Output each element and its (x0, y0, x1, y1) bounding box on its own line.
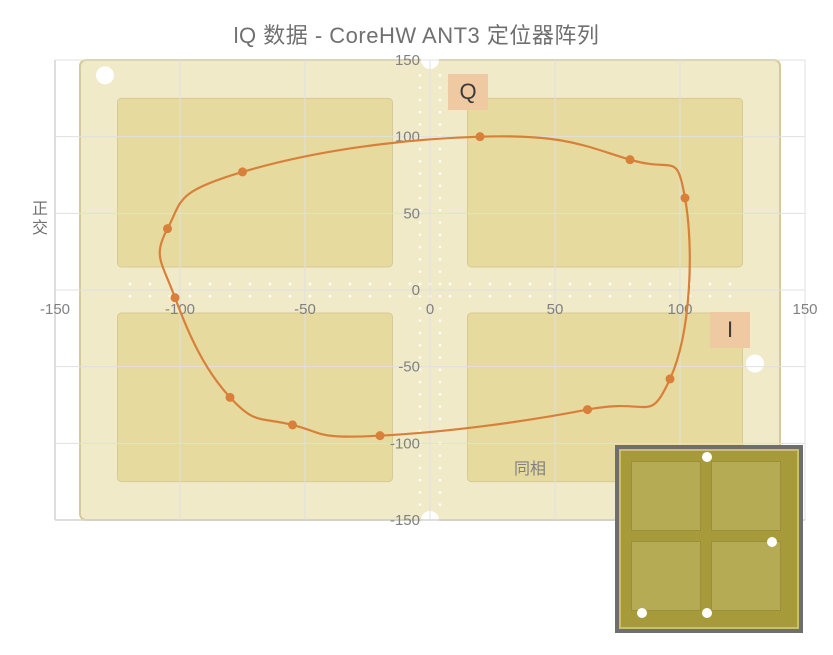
y-tick-label: -150 (390, 512, 420, 529)
q-axis-letter: Q (459, 79, 476, 105)
pcb-mounting-hole (767, 537, 777, 547)
iq-sample-point (226, 393, 235, 402)
pcb-mounting-hole (702, 452, 712, 462)
chart-stage: lQ 数据 - CoreHW ANT3 定位器阵列 正交 -150-100-50… (0, 0, 833, 655)
y-tick-label: -100 (390, 435, 420, 452)
iq-sample-point (666, 374, 675, 383)
q-axis-letter-box: Q (448, 74, 488, 110)
iq-sample-point (583, 405, 592, 414)
iq-sample-point (626, 155, 635, 164)
x-axis-label-inside: 同相 (514, 460, 546, 478)
iq-sample-point (163, 224, 172, 233)
x-tick-label: 50 (547, 301, 564, 318)
iq-sample-point (376, 431, 385, 440)
iq-sample-point (171, 293, 180, 302)
i-axis-letter-box: I (710, 312, 750, 348)
i-axis-letter: I (727, 317, 733, 343)
iq-sample-point (476, 132, 485, 141)
pcb-pad (631, 461, 701, 531)
y-tick-label: 50 (403, 205, 420, 222)
pcb-thumbnail (615, 445, 803, 633)
x-tick-label: -150 (40, 301, 70, 318)
pcb-pad (711, 541, 781, 611)
pcb-mounting-hole (637, 608, 647, 618)
y-tick-label: -50 (398, 359, 420, 376)
x-tick-label: 0 (426, 301, 434, 318)
x-tick-label: -50 (294, 301, 316, 318)
iq-sample-point (681, 194, 690, 203)
pcb-pad (711, 461, 781, 531)
iq-sample-point (238, 167, 247, 176)
iq-sample-point (288, 420, 297, 429)
x-tick-label: 150 (792, 301, 817, 318)
pcb-mounting-hole (702, 608, 712, 618)
y-tick-label: 150 (395, 52, 420, 69)
y-tick-label: 0 (412, 282, 420, 299)
pcb-pad (631, 541, 701, 611)
